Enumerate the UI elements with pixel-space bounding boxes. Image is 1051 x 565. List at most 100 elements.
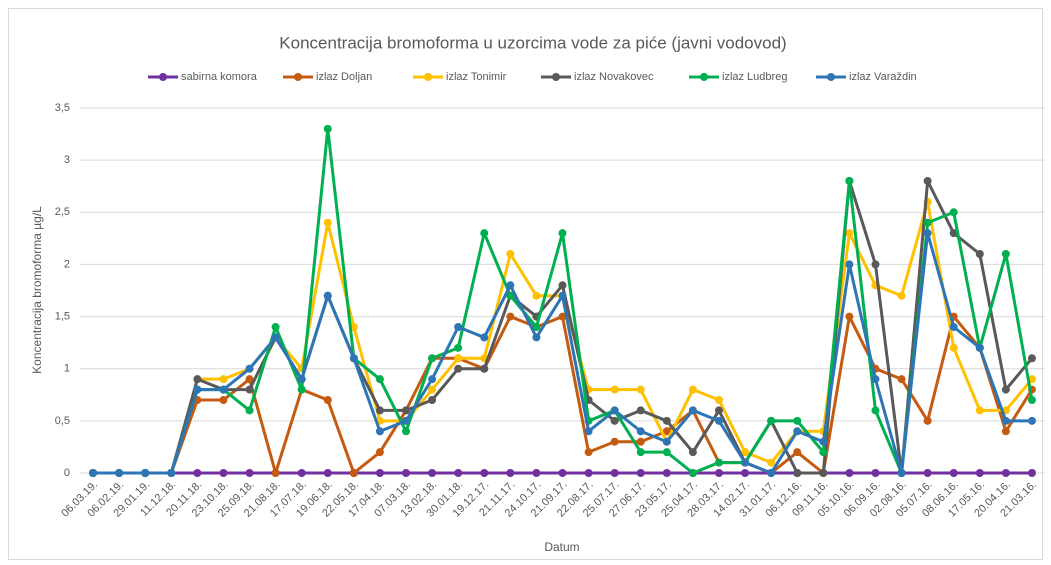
point [975,469,984,477]
point [688,385,697,394]
point [610,437,619,446]
point [428,385,437,394]
point [193,385,202,394]
point [949,208,958,217]
point [349,354,358,363]
point [1001,416,1010,425]
point [506,291,515,300]
point [688,406,697,415]
point [819,448,828,457]
point [558,229,567,238]
point [323,396,332,404]
point [271,469,280,477]
point [636,448,645,457]
point [793,469,802,477]
point [558,469,567,477]
point [741,448,750,457]
point [871,260,880,269]
point [845,177,854,185]
point [428,469,437,477]
point [375,469,384,477]
point [636,437,645,446]
point [897,291,906,300]
point [688,448,697,457]
point [923,218,932,227]
point [245,364,254,373]
point [297,469,306,477]
point [714,469,723,477]
point [767,469,776,477]
point [193,469,202,477]
point [584,427,593,436]
point [558,281,567,290]
point [688,469,697,477]
y-tick-label: 0,5 [55,415,70,427]
point [1001,250,1010,258]
point [819,469,828,477]
point [558,312,567,321]
legend-label: izlaz Tonimir [446,71,507,83]
point [897,375,906,384]
point [923,416,932,425]
point [845,312,854,321]
point [923,469,932,477]
point [323,124,332,133]
legend-marker [294,73,302,81]
point [323,218,332,227]
point [741,469,750,477]
point [271,333,280,342]
point [636,469,645,477]
legend-label: izlaz Novakovec [574,71,654,83]
point [375,427,384,436]
point [193,375,202,384]
point [454,343,463,352]
point [428,354,437,363]
point [245,385,254,394]
point [532,323,541,331]
point [271,323,280,331]
point [375,448,384,457]
point [1027,354,1036,363]
point [610,416,619,425]
point [402,469,411,477]
point [871,375,880,384]
y-tick-label: 0 [64,467,70,479]
point [506,312,515,321]
point [428,375,437,384]
legend-label: izlaz Doljan [316,71,372,83]
point [297,385,306,394]
point [923,229,932,238]
point [610,406,619,415]
point [714,416,723,425]
point [506,469,515,477]
point [923,177,932,185]
legend-marker [424,73,432,81]
point [636,427,645,436]
point [167,469,176,477]
y-axis-title: Koncentracija bromoforma µg/L [30,206,44,374]
point [767,416,776,425]
point [741,458,750,467]
legend-label: izlaz Varaždin [849,71,917,83]
chart-title: Koncentracija bromoforma u uzorcima vode… [279,33,786,52]
legend-marker [827,73,835,81]
point [975,406,984,415]
point [662,469,671,477]
point [1001,469,1010,477]
y-tick-label: 3 [64,154,70,166]
point [89,469,98,477]
point [1027,396,1036,404]
point [402,427,411,436]
point [506,250,515,258]
point [115,469,124,477]
y-tick-label: 2,5 [55,206,70,218]
point [558,291,567,300]
point [845,469,854,477]
point [1001,385,1010,394]
point [219,469,228,477]
point [349,469,358,477]
point [532,469,541,477]
point [245,375,254,384]
point [949,469,958,477]
